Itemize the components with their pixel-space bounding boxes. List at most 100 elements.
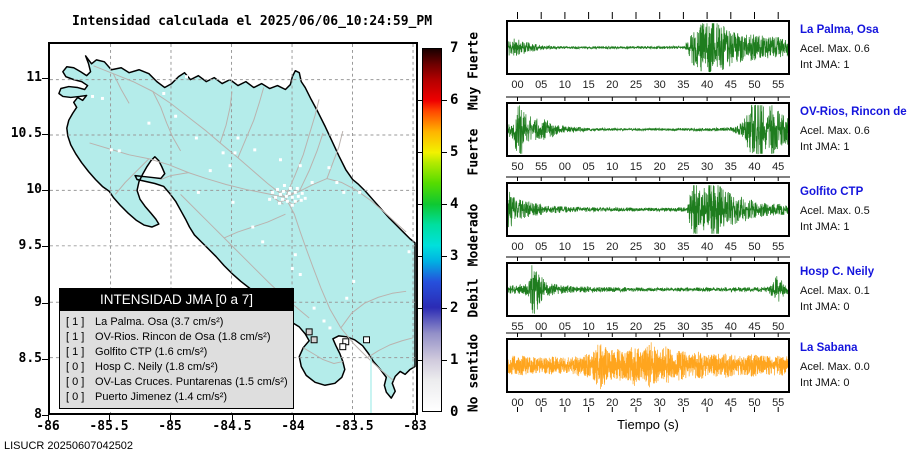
legend-body: [ 1 ] La Palma. Osa (3.7 cm/s²) [ 1 ] OV-… [60, 311, 293, 408]
intensity-legend: INTENSIDAD JMA [0 a 7] [ 1 ] La Palma. O… [59, 288, 294, 409]
colorbar-tick [417, 100, 422, 101]
map-title: Intensidad calculada el 2025/06/06_10:24… [72, 14, 433, 29]
time-tick-label: 40 [700, 79, 714, 91]
colorbar-category-label: Debil [466, 278, 482, 318]
x-axis-tick-label: -83 [403, 419, 427, 434]
seismogram-trace [508, 342, 788, 390]
x-axis-tick [293, 415, 294, 421]
seismogram-panel [506, 102, 790, 157]
station-acel-max: Acel. Max. 0.5 [800, 205, 870, 217]
colorbar-tick-label: 2 [450, 300, 459, 316]
map-canvas [50, 44, 416, 413]
legend-item-label: Golfito CTP (1.6 cm/s²) [92, 345, 208, 358]
y-axis-tick-label: 9.5 [18, 238, 42, 254]
x-axis-tick [109, 415, 110, 421]
time-tick-label: 00 [511, 397, 524, 409]
colorbar-tick-label: 5 [450, 144, 459, 160]
time-tick-label: 15 [629, 161, 643, 173]
colorbar-tick [442, 308, 447, 309]
time-tick-label: 25 [677, 161, 690, 173]
y-axis-tick-label: 9 [34, 294, 42, 310]
legend-item-intensity: [ 1 ] [66, 315, 85, 328]
legend-item-intensity: [ 1 ] [66, 330, 85, 343]
station-int-jma: Int JMA: 0 [800, 377, 850, 389]
panel-top-ticks [517, 12, 779, 19]
station-name: Golfito CTP [800, 186, 864, 198]
colorbar-category-label: No sentido [466, 333, 482, 413]
time-tick-label: 35 [724, 161, 737, 173]
station-acel-max: Acel. Max. 0.1 [800, 285, 870, 297]
time-tick-label: 50 [748, 79, 761, 91]
time-tick-label: 10 [558, 241, 572, 253]
time-tick-label: 45 [724, 241, 737, 253]
y-axis-tick-label: 10.5 [10, 126, 42, 142]
y-axis-tick-label: 11 [26, 69, 42, 85]
y-axis-tick [42, 190, 48, 192]
time-tick-label: 20 [606, 397, 619, 409]
time-tick-label: 15 [606, 321, 619, 333]
time-tick-label: 10 [558, 79, 572, 91]
station-name: Hosp C. Neily [800, 266, 875, 278]
time-tick-label: 30 [700, 161, 714, 173]
footer-id: LISUCR 20250607042502 [4, 440, 134, 452]
time-tick-label: 55 [511, 321, 524, 333]
x-axis-tick [354, 415, 355, 421]
costa-rica-map: INTENSIDAD JMA [0 a 7] [ 1 ] La Palma. O… [48, 42, 418, 415]
time-tick-label: 25 [629, 241, 643, 253]
colorbar-category-label: Fuerte [466, 128, 482, 176]
x-axis-tick [48, 415, 49, 421]
colorbar-tick-label: 1 [450, 352, 459, 368]
legend-header: INTENSIDAD JMA [0 a 7] [60, 289, 293, 311]
panel-time-labels: 00 05 10 15 20 25 30 35 40 45 50 55 [506, 241, 790, 253]
station-int-jma: Int JMA: 0 [800, 301, 850, 313]
seismogram-trace [508, 23, 788, 73]
time-tick-label: 35 [677, 241, 690, 253]
time-tick-label: 05 [582, 161, 595, 173]
time-tick-label: 55 [772, 241, 785, 253]
time-tick-label: 45 [772, 161, 785, 173]
time-tick-label: 25 [653, 321, 666, 333]
station-name: OV-Rios, Rincon de Os [800, 106, 910, 118]
legend-item-label: OV-Las Cruces. Puntarenas (1.5 cm/s²) [92, 375, 288, 388]
time-tick-label: 25 [629, 397, 643, 409]
time-tick-label: 00 [511, 79, 524, 91]
panel-time-labels: 00 05 10 15 20 25 30 35 40 45 50 55 [506, 79, 790, 91]
y-axis-tick [42, 77, 48, 79]
seismogram-panel [506, 20, 790, 75]
time-tick-label: 10 [558, 397, 572, 409]
x-axis-tick-label: -83.5 [334, 419, 374, 434]
time-tick-label: 10 [582, 321, 595, 333]
colorbar-tick [442, 204, 447, 205]
time-tick-label: 45 [748, 321, 761, 333]
legend-item-intensity: [ 0 ] [66, 360, 85, 373]
station-dots [91, 75, 411, 330]
time-tick-label: 55 [772, 397, 785, 409]
x-axis-tick [415, 415, 416, 421]
y-axis-tick-label: 10 [26, 182, 42, 198]
time-tick-label: 05 [558, 321, 572, 333]
time-tick-label: 00 [558, 161, 572, 173]
colorbar-tick-label: 6 [450, 92, 459, 108]
time-tick-label: 20 [606, 241, 619, 253]
station-acel-max: Acel. Max. 0.6 [800, 125, 870, 137]
panel-top-ticks [506, 332, 790, 337]
panel-time-labels: 50 55 00 05 10 15 20 25 30 35 40 45 [506, 161, 790, 173]
seismogram-panel [506, 262, 790, 317]
time-tick-label: 50 [748, 397, 761, 409]
panel-top-ticks [506, 96, 790, 101]
time-tick-label: 55 [772, 79, 785, 91]
station-int-jma: Int JMA: 1 [800, 221, 850, 233]
legend-item: [ 1 ] Golfito CTP (1.6 cm/s²) [60, 344, 293, 359]
time-tick-label: 05 [535, 241, 548, 253]
costa-rica-landmass [58, 55, 416, 399]
time-tick-label: 50 [748, 241, 761, 253]
colorbar-tick [417, 256, 422, 257]
time-tick-label: 40 [700, 241, 714, 253]
legend-item-intensity: [ 0 ] [66, 375, 85, 388]
y-axis-tick [42, 358, 48, 360]
time-tick-label: 45 [724, 397, 737, 409]
station-int-jma: Int JMA: 1 [800, 141, 850, 153]
legend-item-label: La Palma. Osa (3.7 cm/s²) [92, 315, 224, 328]
colorbar-tick [442, 360, 447, 361]
